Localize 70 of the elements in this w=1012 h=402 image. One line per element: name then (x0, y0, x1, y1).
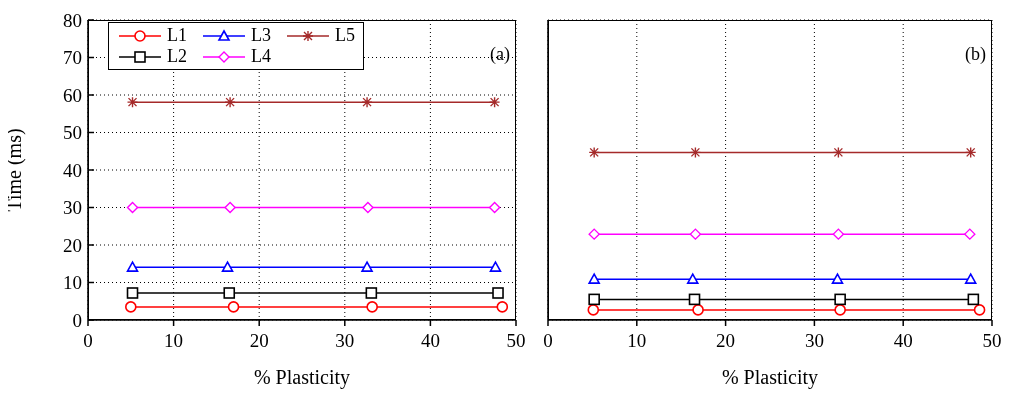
point (488, 201, 501, 214)
legend-label: L5 (335, 25, 355, 46)
point (588, 228, 600, 240)
point (366, 301, 378, 313)
point (967, 293, 980, 306)
point (362, 201, 374, 214)
legend-label: L3 (251, 25, 271, 46)
point (588, 273, 600, 284)
point (223, 287, 236, 299)
point (224, 96, 236, 108)
point (588, 293, 600, 306)
annotation: (a) (490, 44, 510, 65)
point (361, 96, 373, 108)
y-axis-title: Time (ms) (3, 128, 27, 212)
y-tick-label: 10 (63, 272, 82, 294)
point (831, 273, 844, 284)
point (488, 96, 501, 108)
x-tick-label: 30 (335, 330, 355, 352)
point (126, 261, 139, 272)
point (125, 301, 137, 313)
x-tick-label: 0 (543, 330, 553, 352)
y-tick-label: 60 (63, 84, 82, 106)
legend-label: L4 (251, 46, 271, 67)
point (492, 287, 504, 299)
x-tick-label: 50 (982, 330, 1002, 352)
point (126, 287, 139, 299)
x-tick-label: 10 (164, 330, 184, 352)
point (496, 301, 509, 313)
x-tick-label: 20 (716, 330, 736, 352)
point (686, 273, 699, 284)
point (126, 201, 139, 214)
x-axis-title: % Plasticity (253, 366, 351, 389)
point (361, 261, 373, 272)
point (224, 201, 236, 214)
point (964, 273, 977, 284)
y-tick-label: 0 (72, 309, 82, 331)
point (832, 146, 845, 159)
point (834, 304, 846, 316)
y-tick-label: 80 (63, 9, 82, 31)
x-tick-label: 30 (804, 330, 824, 352)
x-tick-label: 20 (249, 330, 269, 352)
x-tick-label: 40 (420, 330, 440, 352)
point (689, 146, 702, 159)
x-tick-label: 10 (627, 330, 647, 352)
point (832, 228, 845, 240)
point (126, 96, 139, 108)
point (692, 304, 704, 316)
y-tick-label: 70 (63, 47, 82, 69)
point (221, 261, 234, 272)
point (587, 304, 600, 316)
point (227, 301, 240, 313)
y-tick-label: 50 (63, 122, 82, 144)
point (689, 228, 702, 240)
point (964, 146, 977, 159)
y-tick-label: 20 (63, 234, 82, 256)
x-tick-label: 40 (893, 330, 913, 352)
point (834, 293, 846, 306)
y-tick-label: 30 (63, 197, 82, 219)
point (365, 287, 378, 299)
point (688, 293, 701, 306)
annotation: (b) (965, 44, 986, 65)
x-axis-title: % Plasticity (721, 366, 819, 389)
legend-label: L1 (167, 25, 187, 46)
legend-label: L2 (167, 46, 187, 67)
point (964, 228, 976, 240)
point (588, 146, 600, 159)
point (973, 304, 986, 316)
x-tick-label: 50 (506, 330, 526, 352)
point (489, 261, 502, 272)
y-tick-label: 40 (63, 159, 82, 181)
